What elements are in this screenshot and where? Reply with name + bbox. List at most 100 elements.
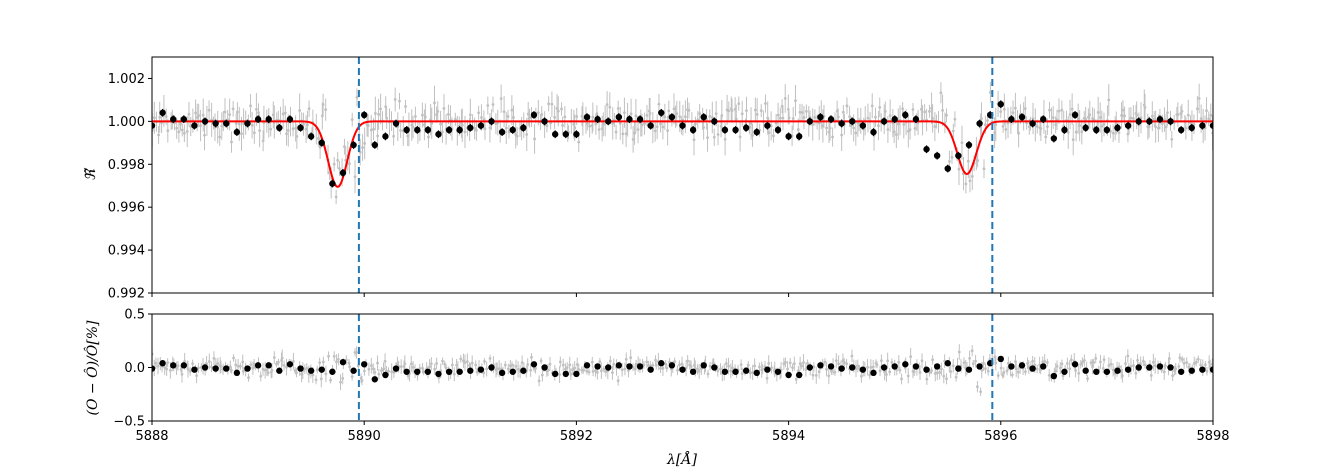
binned-point [382, 371, 389, 379]
x-tick-label: 5898 [1196, 429, 1229, 444]
y-tick-label: 1.002 [108, 72, 145, 87]
raw-point [982, 167, 986, 171]
binned-point [636, 363, 644, 370]
binned-point [933, 363, 941, 370]
binned-point [467, 124, 474, 131]
raw-point [898, 368, 902, 372]
raw-point [1143, 106, 1147, 109]
binned-point [955, 152, 962, 159]
binned-point [488, 364, 495, 371]
binned-point [445, 368, 453, 375]
raw-point [1099, 360, 1102, 364]
raw-point [869, 365, 873, 369]
raw-point [923, 110, 927, 114]
raw-point [982, 361, 985, 365]
raw-point [885, 373, 888, 376]
raw-point [1074, 369, 1077, 372]
binned-point [152, 122, 156, 129]
raw-point [361, 146, 364, 149]
raw-point [996, 374, 1000, 377]
binned-point [254, 116, 262, 123]
raw-point [1078, 124, 1082, 128]
raw-point [595, 370, 599, 374]
raw-point [306, 123, 309, 127]
binned-point [636, 116, 644, 123]
binned-point [838, 120, 845, 127]
raw-point [473, 127, 477, 130]
raw-point [183, 359, 187, 363]
raw-point [231, 107, 235, 111]
raw-point [396, 362, 399, 366]
binned-point [392, 120, 400, 127]
raw-point [1121, 108, 1125, 112]
raw-point [836, 115, 840, 119]
binned-point [902, 111, 909, 119]
raw-point [906, 129, 910, 133]
raw-point [800, 364, 804, 368]
raw-point [191, 362, 195, 366]
raw-point [220, 124, 224, 128]
binned-point [180, 116, 188, 123]
raw-point [332, 354, 336, 358]
raw-point [957, 350, 961, 354]
raw-point [240, 132, 243, 136]
raw-point [459, 357, 463, 361]
raw-point [1135, 113, 1139, 117]
raw-point [393, 98, 397, 101]
raw-point [429, 362, 433, 366]
binned-point [774, 126, 782, 134]
raw-point [642, 363, 646, 367]
raw-point [828, 126, 832, 130]
raw-point [751, 371, 755, 374]
raw-point [767, 131, 771, 135]
raw-point [772, 134, 775, 138]
binned-point [318, 366, 325, 373]
bottom-panel: −0.5 0.0 0.5 5888 5890 5892 5894 5896 5898 (O −… [83, 308, 1230, 469]
raw-point [210, 365, 213, 369]
raw-point [640, 123, 644, 127]
raw-point [526, 112, 530, 116]
raw-point [611, 371, 614, 375]
binned-point [880, 364, 888, 371]
raw-point [179, 122, 182, 126]
binned-point [403, 126, 410, 134]
raw-point [332, 162, 336, 166]
raw-point [186, 367, 190, 371]
raw-point [948, 159, 951, 163]
raw-point [569, 372, 573, 376]
binned-point [880, 118, 888, 125]
raw-point [175, 126, 179, 130]
raw-point [1071, 138, 1075, 142]
raw-point [866, 365, 869, 369]
bottom-y-axis-label: (O − Ô)/Ô[%] [83, 320, 101, 415]
raw-point [387, 369, 390, 373]
raw-point [241, 369, 245, 373]
raw-point [302, 122, 305, 126]
binned-point [159, 109, 166, 116]
binned-point [1018, 362, 1026, 369]
binned-point [1082, 124, 1089, 131]
binned-point [414, 368, 421, 375]
binned-point [721, 126, 729, 134]
raw-point [1076, 117, 1080, 121]
raw-point [549, 121, 552, 125]
binned-point [1167, 118, 1174, 125]
binned-point [1093, 126, 1100, 134]
raw-point [219, 365, 223, 369]
raw-point [468, 113, 472, 117]
raw-point [1094, 356, 1098, 360]
binned-point [1124, 122, 1132, 129]
raw-point [207, 108, 211, 112]
raw-point [249, 363, 253, 367]
binned-point [626, 363, 633, 370]
raw-point [367, 367, 371, 371]
raw-point [802, 116, 806, 119]
raw-point [560, 107, 563, 111]
raw-point [673, 360, 677, 363]
binned-point [297, 124, 304, 131]
binned-point [1061, 126, 1068, 134]
raw-point [850, 354, 854, 358]
raw-point [1044, 135, 1048, 139]
binned-point [1209, 366, 1213, 373]
raw-point [1129, 116, 1133, 120]
